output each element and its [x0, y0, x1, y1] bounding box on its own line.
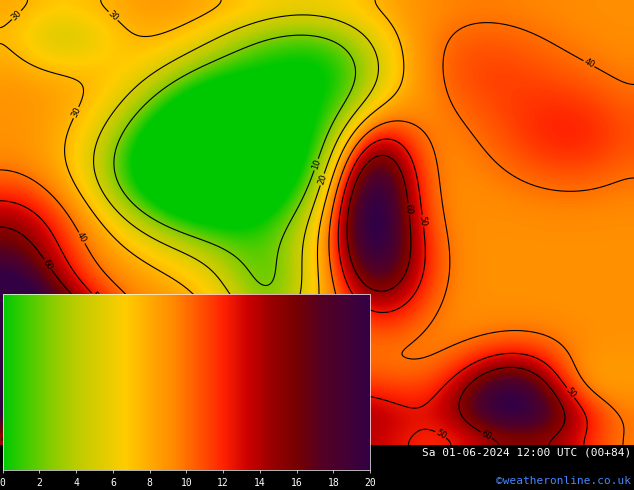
- Text: 30: 30: [106, 9, 120, 23]
- Text: 40: 40: [75, 231, 88, 245]
- Text: 60: 60: [480, 429, 493, 442]
- Text: 50: 50: [434, 428, 448, 441]
- Text: 60: 60: [41, 257, 55, 271]
- Text: Sa 01-06-2024 12:00 UTC (00+84): Sa 01-06-2024 12:00 UTC (00+84): [422, 447, 631, 457]
- Text: 40: 40: [274, 367, 285, 378]
- Text: Isotachs Spread mean+σ [%] ECMWF: Isotachs Spread mean+σ [%] ECMWF: [3, 447, 219, 457]
- Text: 20: 20: [316, 173, 328, 186]
- Text: ©weatheronline.co.uk: ©weatheronline.co.uk: [496, 476, 631, 487]
- Text: 30: 30: [70, 106, 82, 119]
- Text: 60: 60: [0, 434, 12, 445]
- Text: 40: 40: [582, 57, 596, 70]
- Text: 30: 30: [10, 8, 23, 22]
- Text: 50: 50: [418, 215, 428, 226]
- Text: 50: 50: [89, 291, 103, 304]
- Text: 10: 10: [310, 158, 322, 171]
- Text: 50: 50: [564, 386, 578, 400]
- Text: 60: 60: [404, 203, 414, 215]
